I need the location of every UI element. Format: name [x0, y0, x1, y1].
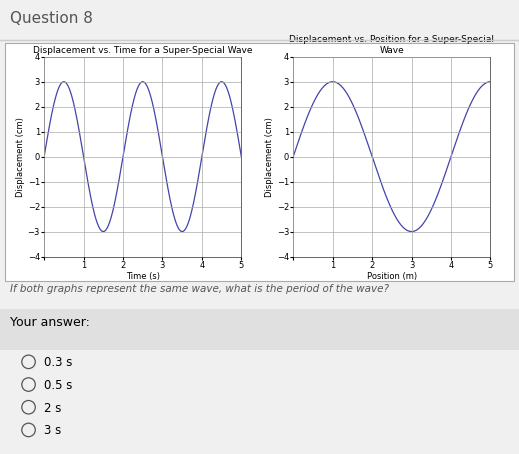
Text: 3 s: 3 s [44, 424, 61, 438]
Text: 0.5 s: 0.5 s [44, 379, 73, 392]
Y-axis label: Displacement (cm): Displacement (cm) [265, 117, 274, 197]
Text: If both graphs represent the same wave, what is the period of the wave?: If both graphs represent the same wave, … [10, 284, 389, 294]
Text: Your answer:: Your answer: [10, 316, 90, 329]
X-axis label: Time (s): Time (s) [126, 272, 160, 281]
Title: Displacement vs. Position for a Super-Special
Wave: Displacement vs. Position for a Super-Sp… [290, 35, 494, 54]
Title: Displacement vs. Time for a Super-Special Wave: Displacement vs. Time for a Super-Specia… [33, 45, 252, 54]
Text: 0.3 s: 0.3 s [44, 356, 73, 370]
Y-axis label: Displacement (cm): Displacement (cm) [16, 117, 25, 197]
Text: 2 s: 2 s [44, 402, 61, 415]
X-axis label: Position (m): Position (m) [367, 272, 417, 281]
Text: Question 8: Question 8 [10, 11, 93, 26]
